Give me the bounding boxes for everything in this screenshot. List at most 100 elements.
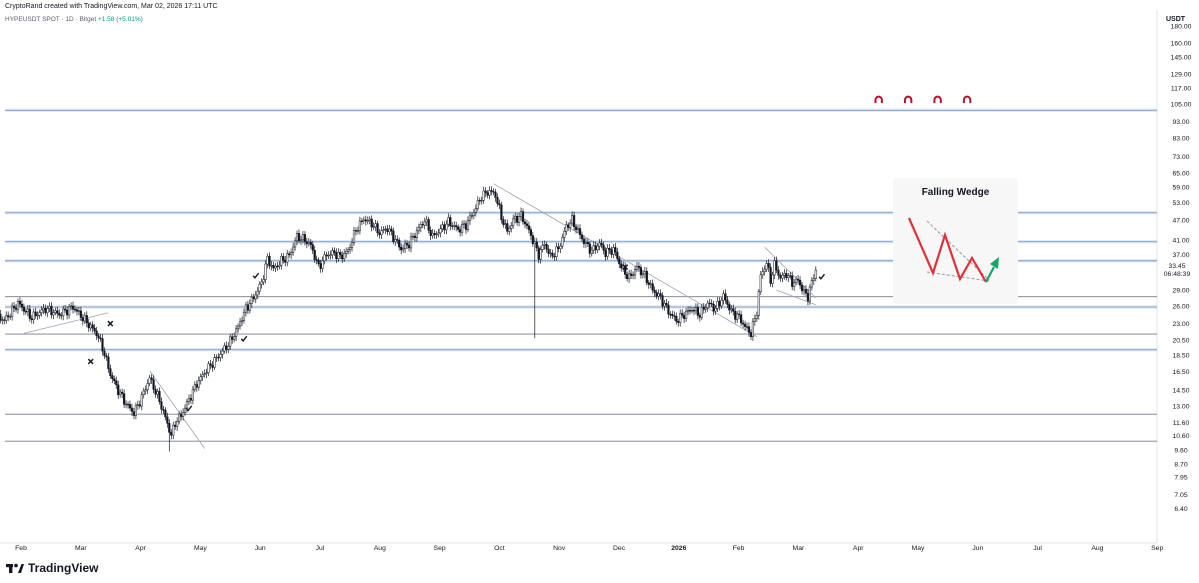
candle-down [525, 223, 529, 227]
candle-down [58, 313, 61, 316]
candle-down [189, 398, 193, 401]
time-tick-label: Nov [553, 545, 566, 552]
candle-down [12, 305, 16, 309]
time-tick-label: Mar [75, 545, 87, 552]
price-tag-bg [1160, 261, 1194, 270]
inset-title: Falling Wedge [921, 187, 990, 198]
candle-down [777, 269, 780, 276]
candle-down [101, 338, 104, 352]
candle-up [54, 310, 57, 313]
candle-up [236, 325, 240, 330]
symbol-name: HYPEUSDT SPOT · 1D · Bitget [5, 16, 97, 23]
candle-up [569, 222, 572, 228]
candle-up [278, 264, 281, 267]
candle-up [706, 302, 709, 309]
candle-up [576, 228, 580, 231]
candle-down [211, 365, 214, 368]
candle-up [793, 282, 796, 287]
price-tick-label: 14.50 [1172, 388, 1189, 395]
candle-down [502, 219, 505, 225]
candle-up [631, 274, 635, 276]
wedge-price-path [907, 217, 987, 283]
candle-up [810, 280, 813, 288]
candle-up [596, 245, 599, 251]
candle-up [755, 315, 758, 319]
candle-up [751, 321, 755, 337]
candle-up [641, 273, 644, 276]
candle-up [187, 398, 191, 402]
candle-up [563, 231, 566, 238]
candle-down [594, 245, 597, 251]
candle-up [761, 271, 764, 276]
candle-down [527, 225, 530, 230]
candle-down [745, 326, 749, 328]
candle-up [258, 283, 261, 292]
candle-down [588, 243, 591, 254]
candle-up [270, 265, 273, 267]
candle-up [352, 230, 356, 243]
last-price-value: 33.45 [1168, 263, 1185, 270]
candle-up [753, 318, 756, 322]
candle-up [812, 278, 815, 281]
candle-up [549, 252, 552, 255]
candle-up [437, 232, 440, 235]
candle-up [382, 229, 385, 231]
tradingview-logo-icon [6, 563, 24, 573]
candle-up [301, 234, 305, 241]
candle-up [366, 220, 369, 222]
time-tick-label: May [912, 545, 925, 552]
price-tick-label: 9.60 [1174, 447, 1187, 454]
symbol-info: HYPEUSDT SPOT · 1D · Bitget +1.58 (+5.01… [5, 16, 143, 23]
time-tick-label: 2026 [671, 545, 686, 552]
candle-down [718, 300, 721, 307]
candle-up [229, 336, 232, 347]
candle-down [683, 314, 686, 319]
time-tick-label: Mar [793, 545, 805, 552]
price-tick-label: 7.05 [1174, 492, 1187, 499]
candle-down [478, 199, 481, 202]
candle-up [543, 244, 546, 246]
candle-down [791, 275, 794, 287]
price-tick-label: 180.00 [1171, 23, 1192, 30]
candle-down [87, 322, 90, 329]
candle-down [545, 244, 548, 250]
falling-wedge-diagram [907, 217, 999, 283]
axis-unit-label: USDT [1166, 16, 1186, 23]
candle-up [372, 226, 375, 228]
candle-down [785, 273, 788, 278]
candle-down [288, 253, 291, 256]
candle-down [132, 411, 136, 416]
candle-down [168, 423, 171, 433]
candle-down [451, 225, 454, 227]
candle-up [561, 237, 564, 247]
candle-up [517, 216, 521, 223]
candle-down [66, 309, 69, 316]
candle-up [38, 312, 41, 316]
candle-up [156, 391, 159, 395]
candle-up [136, 404, 139, 406]
candle-down [313, 250, 316, 260]
candle-up [512, 218, 515, 226]
candle-down [113, 378, 116, 381]
price-tick-label: 26.00 [1172, 303, 1189, 310]
candle-up [510, 225, 513, 229]
candle-up [441, 224, 444, 230]
time-tick-label: May [194, 545, 207, 552]
candle-down [284, 259, 287, 263]
candle-down [398, 240, 401, 248]
candle-up [423, 221, 426, 226]
candle-up [663, 302, 666, 307]
candle-down [225, 345, 228, 350]
candle-down [24, 311, 27, 313]
candle-up [348, 247, 352, 251]
candle-down [806, 292, 810, 302]
price-tick-label: 18.50 [1172, 353, 1189, 360]
candle-up [244, 304, 248, 313]
candle-up [32, 311, 35, 320]
candle-down [105, 355, 108, 358]
candle-up [700, 307, 703, 318]
tradingview-brand[interactable]: TradingView [6, 561, 98, 575]
candle-down [75, 309, 79, 312]
time-tick-label: Dec [613, 545, 626, 552]
